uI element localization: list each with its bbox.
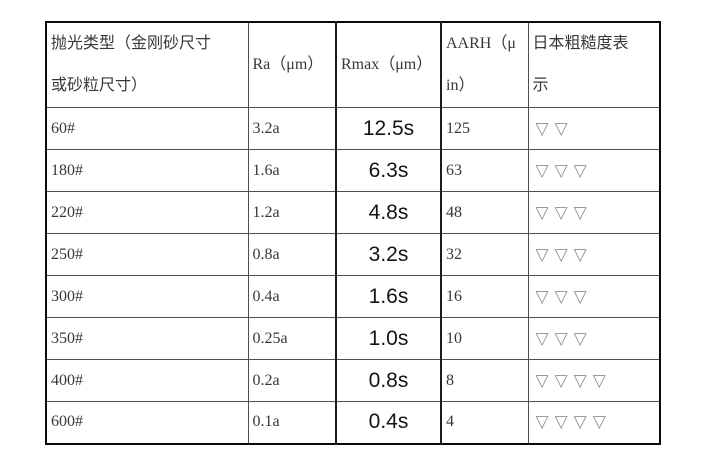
cell-type: 600# <box>45 401 249 444</box>
table-header: 抛光类型（金刚砂尺寸 或砂粒尺寸） Ra（μm） Rmax（μm） AARH（μ… <box>45 21 661 108</box>
cell-aarh: 8 <box>440 359 529 402</box>
cell-rmax: 0.4s <box>335 401 442 444</box>
cell-type: 350# <box>45 317 249 360</box>
roughness-triangles: ▽▽▽ <box>527 233 661 276</box>
column-header-aarh: AARH（μ in） <box>440 21 529 108</box>
header-row: 抛光类型（金刚砂尺寸 或砂粒尺寸） Ra（μm） Rmax（μm） AARH（μ… <box>45 21 661 108</box>
cell-rmax: 1.6s <box>335 275 442 318</box>
cell-aarh: 63 <box>440 149 529 192</box>
column-header-japan-roughness: 日本粗糙度表 示 <box>527 21 661 108</box>
table-row: 400# 0.2a 0.8s 8 ▽▽▽▽ <box>45 359 661 402</box>
table-row: 180# 1.6a 6.3s 63 ▽▽▽ <box>45 149 661 192</box>
column-header-ra: Ra（μm） <box>247 21 337 108</box>
table-row: 250# 0.8a 3.2s 32 ▽▽▽ <box>45 233 661 276</box>
column-header-polish-type: 抛光类型（金刚砂尺寸 或砂粒尺寸） <box>45 21 249 108</box>
roughness-triangles: ▽▽▽▽ <box>527 359 661 402</box>
cell-type: 300# <box>45 275 249 318</box>
cell-aarh: 4 <box>440 401 529 444</box>
table-row: 60# 3.2a 12.5s 125 ▽▽ <box>45 107 661 150</box>
cell-rmax: 1.0s <box>335 317 442 360</box>
cell-aarh: 48 <box>440 191 529 234</box>
roughness-triangles: ▽▽▽ <box>527 275 661 318</box>
cell-ra: 3.2a <box>247 107 337 150</box>
cell-aarh: 16 <box>440 275 529 318</box>
table-row: 220# 1.2a 4.8s 48 ▽▽▽ <box>45 191 661 234</box>
cell-type: 60# <box>45 107 249 150</box>
cell-rmax: 0.8s <box>335 359 442 402</box>
roughness-triangles: ▽▽▽ <box>527 191 661 234</box>
table-body: 60# 3.2a 12.5s 125 ▽▽ 180# 1.6a 6.3s 63 ▽▽▽ 220# 1.… <box>45 107 661 444</box>
cell-rmax: 12.5s <box>335 107 442 150</box>
column-header-rmax: Rmax（μm） <box>335 21 442 108</box>
cell-rmax: 6.3s <box>335 149 442 192</box>
cell-ra: 0.1a <box>247 401 337 444</box>
cell-ra: 1.6a <box>247 149 337 192</box>
cell-type: 400# <box>45 359 249 402</box>
cell-aarh: 125 <box>440 107 529 150</box>
table-row: 350# 0.25a 1.0s 10 ▽▽▽ <box>45 317 661 360</box>
cell-ra: 0.8a <box>247 233 337 276</box>
cell-rmax: 4.8s <box>335 191 442 234</box>
cell-type: 220# <box>45 191 249 234</box>
roughness-triangles: ▽▽▽ <box>527 149 661 192</box>
cell-rmax: 3.2s <box>335 233 442 276</box>
cell-ra: 0.4a <box>247 275 337 318</box>
cell-type: 180# <box>45 149 249 192</box>
table-row: 300# 0.4a 1.6s 16 ▽▽▽ <box>45 275 661 318</box>
roughness-triangles: ▽▽▽▽ <box>527 401 661 444</box>
cell-aarh: 32 <box>440 233 529 276</box>
roughness-triangles: ▽▽▽ <box>527 317 661 360</box>
roughness-table: 抛光类型（金刚砂尺寸 或砂粒尺寸） Ra（μm） Rmax（μm） AARH（μ… <box>45 21 661 445</box>
table-row: 600# 0.1a 0.4s 4 ▽▽▽▽ <box>45 401 661 444</box>
cell-type: 250# <box>45 233 249 276</box>
cell-aarh: 10 <box>440 317 529 360</box>
cell-ra: 0.2a <box>247 359 337 402</box>
cell-ra: 1.2a <box>247 191 337 234</box>
roughness-triangles: ▽▽ <box>527 107 661 150</box>
cell-ra: 0.25a <box>247 317 337 360</box>
